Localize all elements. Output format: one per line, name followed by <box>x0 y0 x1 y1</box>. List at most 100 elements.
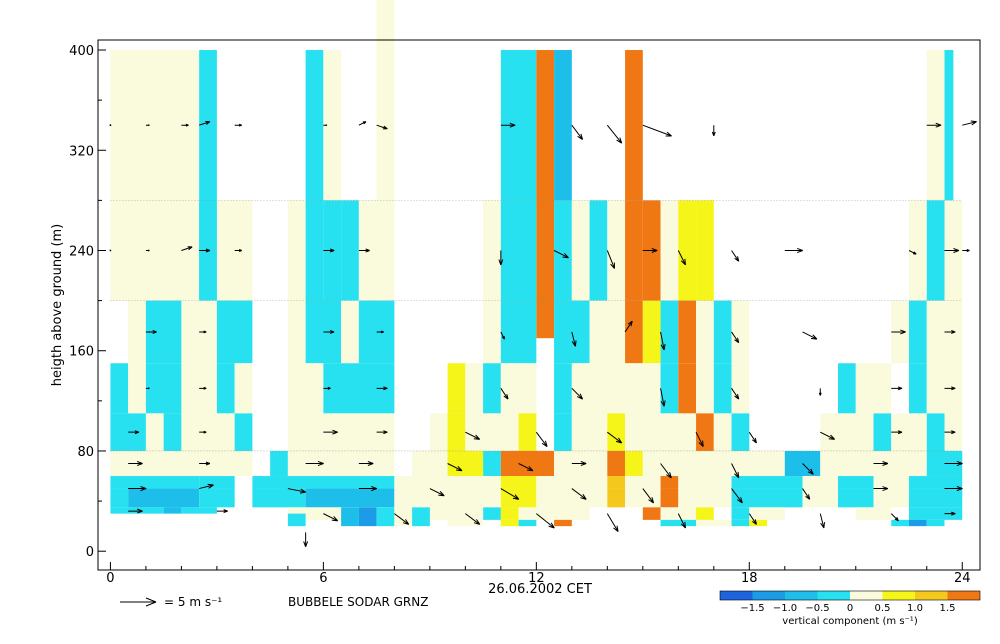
wind-vector <box>376 430 388 435</box>
heatmap-cell <box>802 476 839 489</box>
heatmap-cell <box>199 476 235 489</box>
wind-vector <box>358 121 367 126</box>
heatmap-cell <box>625 476 661 489</box>
heatmap-cell <box>216 363 235 414</box>
x-tick-label: 0 <box>106 571 114 586</box>
wind-vector <box>571 331 577 347</box>
wind-vector <box>802 488 811 500</box>
wind-vector <box>145 249 150 252</box>
wind-vector <box>607 431 623 444</box>
wind-vector <box>642 124 672 137</box>
wind-vector <box>358 248 370 253</box>
wind-vector <box>323 513 339 522</box>
heatmap-cell <box>500 519 519 527</box>
heatmap-cell <box>749 519 768 527</box>
heatmap-cell <box>820 413 874 451</box>
heatmap-cell <box>145 413 164 451</box>
heatmap-cell <box>607 450 626 477</box>
heatmap-cell <box>110 476 200 489</box>
wind-vector <box>642 488 655 504</box>
wind-vector <box>323 386 331 390</box>
wind-vector <box>394 513 410 525</box>
heatmap-cell <box>465 363 484 414</box>
heatmap-cell <box>678 476 732 489</box>
heatmap-cell <box>696 413 714 451</box>
wind-vector <box>199 430 207 434</box>
heatmap-cell <box>909 300 927 364</box>
colorbar-swatch <box>752 591 785 600</box>
heatmap-cell <box>518 507 537 520</box>
wind-vector <box>553 250 569 259</box>
heatmap-cell <box>642 507 661 520</box>
wind-vector-calm <box>109 249 112 252</box>
wind-vector <box>944 511 956 516</box>
wind-vector <box>873 461 889 466</box>
heatmap-cell <box>625 300 643 364</box>
heatmap-cell <box>145 363 182 414</box>
colorbar-tick-label: −0.5 <box>805 603 829 614</box>
wind-vector <box>748 431 757 444</box>
heatmap-cell <box>465 413 519 451</box>
heatmap-cell <box>500 476 537 489</box>
heatmap-cell <box>660 363 679 414</box>
wind-vector <box>962 249 970 252</box>
heatmap-cell <box>252 488 306 508</box>
heatmap-cell <box>660 200 679 301</box>
wind-vector <box>873 486 889 492</box>
wind-vector <box>606 124 623 144</box>
colorbar-swatch <box>720 591 753 600</box>
y-tick-label: 160 <box>69 345 94 360</box>
wind-vector <box>660 463 672 479</box>
x-tick-label: 12 <box>528 571 545 586</box>
heatmap-cell <box>500 507 519 520</box>
heatmap-cell <box>731 519 750 527</box>
wind-vector <box>181 123 189 127</box>
wind-vector <box>944 386 956 391</box>
wind-vector <box>323 248 335 253</box>
heatmap-cells <box>110 0 963 527</box>
wind-vector <box>677 513 687 529</box>
wind-vector <box>323 429 338 435</box>
wind-vector <box>908 250 917 255</box>
heatmap-cell <box>554 413 572 451</box>
heatmap-cell <box>234 363 253 414</box>
colorbar-swatch <box>947 591 980 600</box>
heatmap-cell <box>926 200 945 301</box>
heatmap-cell <box>500 488 537 508</box>
heatmap-cell <box>287 200 306 301</box>
wind-vector <box>660 388 666 407</box>
heatmap-cell <box>216 300 253 364</box>
heatmap-cell <box>341 507 359 527</box>
wind-vector <box>465 513 481 525</box>
colorbar-tick-label: 1.5 <box>940 603 956 614</box>
wind-vector <box>234 123 243 127</box>
heatmap-cell <box>163 413 182 451</box>
heatmap-cell <box>660 476 679 489</box>
wind-vector <box>447 463 463 472</box>
wind-vector <box>500 388 509 400</box>
heatmap-cell <box>696 300 714 364</box>
wind-vector <box>500 122 516 128</box>
station-label: BUBBELE SODAR GRNZ <box>288 595 428 609</box>
heatmap-cell <box>838 363 856 414</box>
wind-vector <box>784 247 803 254</box>
heatmap-cell <box>731 363 750 414</box>
heatmap-cell <box>749 507 785 520</box>
heatmap-cell <box>731 476 803 489</box>
heatmap-cell <box>341 200 359 301</box>
heatmap-cell <box>305 300 342 364</box>
heatmap-cell <box>394 507 413 527</box>
heatmap-cell <box>394 476 501 489</box>
wind-vector <box>891 329 906 335</box>
colorbar-frame <box>719 590 981 601</box>
wind-vector <box>535 431 548 447</box>
heatmap-cell <box>554 519 572 527</box>
wind-vector <box>500 331 505 340</box>
heatmap-cell <box>731 450 785 477</box>
heatmap-cell <box>270 450 288 477</box>
y-tick-label: 320 <box>69 144 94 159</box>
colorbar-swatch <box>785 591 818 600</box>
heatmap-cell <box>873 476 910 489</box>
heatmap-cell <box>944 50 954 201</box>
